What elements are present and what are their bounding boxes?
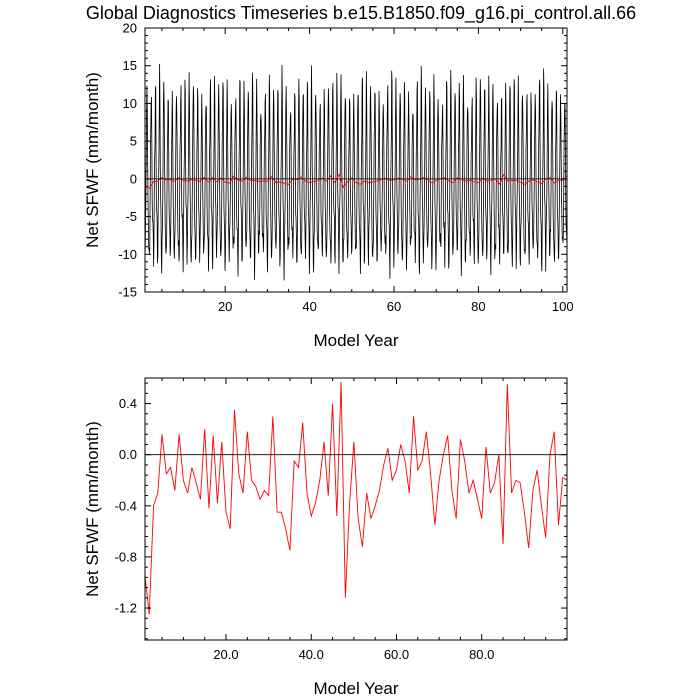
figure-title: Global Diagnostics Timeseries b.e15.B185…: [86, 3, 636, 24]
plot-frame: [144, 377, 568, 641]
y-tick-label: -0.4: [115, 498, 137, 513]
y-tick-label: 10: [123, 96, 137, 111]
y-axis-label: Net SFWF (mm/month): [83, 72, 102, 248]
timeseries-panel-bottom: 20.0 40.0 60.0 80.0 -1.2 -0.8 -0.4 0.0 0.4 Model …: [83, 377, 568, 698]
series-line-monthly: [145, 63, 567, 281]
y-tick-label: 5: [130, 134, 137, 149]
plot-frame: [144, 27, 568, 293]
series-line-annual-mean: [145, 173, 567, 189]
timeseries-panel-top: 20 40 60 80 100 -15 -10 -5 0 5 10 15 20 Model Year Net…: [83, 21, 574, 351]
x-tick-label: 80.0: [469, 647, 494, 662]
y-tick-label: -0.8: [115, 549, 137, 564]
x-tick-label: 40: [302, 299, 316, 314]
y-tick-label: 15: [123, 58, 137, 73]
x-tick-label: 20.0: [213, 647, 238, 662]
x-axis-label: Model Year: [313, 331, 398, 350]
x-tick-label: 100: [552, 299, 574, 314]
y-tick-label: -15: [118, 285, 137, 300]
y-tick-label: 0.4: [119, 396, 137, 411]
y-tick-label: -10: [118, 247, 137, 262]
x-tick-label: 20: [218, 299, 232, 314]
y-tick-label: 0.0: [119, 447, 137, 462]
series-line-annual-mean: [145, 381, 567, 615]
y-tick-label: 20: [123, 21, 137, 36]
y-tick-label: -5: [125, 209, 137, 224]
y-tick-label: 0: [130, 171, 137, 186]
x-tick-label: 80: [471, 299, 485, 314]
x-tick-label: 60.0: [384, 647, 409, 662]
x-axis-label: Model Year: [313, 679, 398, 698]
x-tick-label: 40.0: [299, 647, 324, 662]
y-axis-label: Net SFWF (mm/month): [83, 421, 102, 597]
y-tick-label: -1.2: [115, 601, 137, 616]
x-tick-label: 60: [387, 299, 401, 314]
